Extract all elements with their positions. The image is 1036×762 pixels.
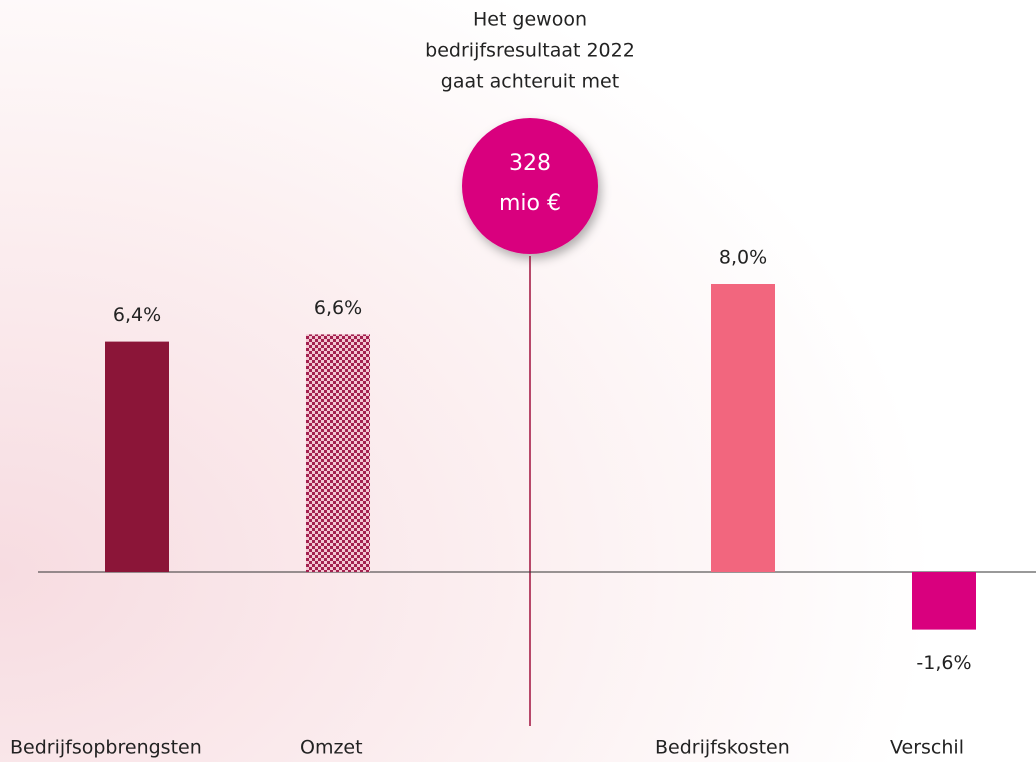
bubble-text: mio €	[499, 191, 561, 216]
category-label: Omzet	[300, 737, 363, 759]
value-label: -1,6%	[916, 652, 971, 674]
bar	[306, 334, 370, 572]
value-label: 8,0%	[719, 247, 767, 269]
bar	[912, 572, 976, 630]
bubble-text: 328	[509, 151, 551, 176]
category-label: Bedrijfskosten	[655, 737, 790, 759]
bar	[711, 284, 775, 572]
value-label: 6,4%	[113, 304, 161, 326]
category-label: Verschil	[890, 737, 964, 759]
category-label: Bedrijfsopbrengsten	[10, 737, 202, 759]
bar	[105, 341, 169, 572]
title-line: gaat achteruit met	[441, 71, 619, 93]
title-line: Het gewoon	[473, 9, 587, 31]
value-label: 6,6%	[314, 297, 362, 319]
title-line: bedrijfsresultaat 2022	[425, 40, 635, 62]
bubble	[462, 118, 598, 254]
